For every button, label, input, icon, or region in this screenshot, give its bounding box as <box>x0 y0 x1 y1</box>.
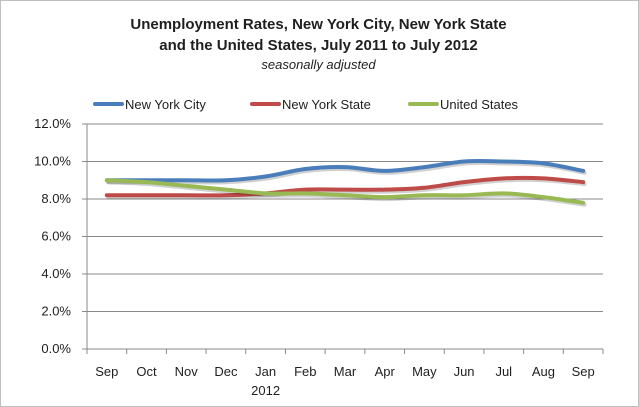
x-tick-label: Nov <box>175 364 199 379</box>
x-tick-label: Jul <box>495 364 512 379</box>
x-tick-label: Sep <box>95 364 118 379</box>
y-tick-label: 8.0% <box>41 191 71 206</box>
y-tick-label: 2.0% <box>41 304 71 319</box>
chart-title-line-1: Unemployment Rates, New York City, New Y… <box>130 16 507 33</box>
series-line-new-york-city <box>104 159 586 183</box>
y-tick-label: 4.0% <box>41 266 71 281</box>
x-tick-label: Oct <box>136 364 157 379</box>
series-line-united-states <box>104 178 586 205</box>
x-year-label: 2012 <box>251 383 280 398</box>
x-tick-label: Aug <box>532 364 555 379</box>
chart-title-line-2: and the United States, July 2011 to July… <box>159 37 478 54</box>
x-tick-label: Sep <box>572 364 595 379</box>
x-tick-label: Apr <box>375 364 396 379</box>
legend-label-new-york-state: New York State <box>282 97 371 112</box>
x-tick-label: Dec <box>214 364 238 379</box>
legend-label-united-states: United States <box>440 97 519 112</box>
chart-subtitle: seasonally adjusted <box>261 57 376 72</box>
y-tick-label: 6.0% <box>41 229 71 244</box>
x-tick-label: May <box>412 364 437 379</box>
series-line-new-york-state <box>104 175 586 198</box>
x-tick-label: Jun <box>454 364 475 379</box>
y-tick-label: 12.0% <box>34 116 71 131</box>
x-tick-label: Mar <box>334 364 357 379</box>
y-tick-label: 0.0% <box>41 341 71 356</box>
x-tick-label: Feb <box>294 364 316 379</box>
chart-title: Unemployment Rates, New York City, New Y… <box>0 14 637 56</box>
legend-label-new-york-city: New York City <box>125 97 206 112</box>
x-tick-label: Jan <box>255 364 276 379</box>
y-tick-label: 10.0% <box>34 154 71 169</box>
